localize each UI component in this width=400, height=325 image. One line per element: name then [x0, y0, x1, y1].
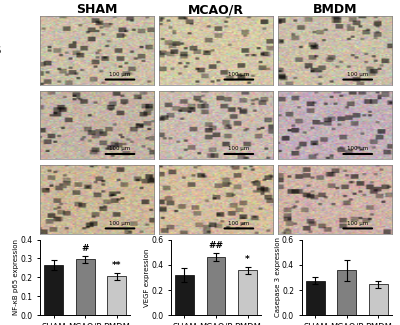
Text: ##: ##	[208, 241, 224, 251]
Text: 100 μm: 100 μm	[228, 221, 250, 226]
Bar	[76, 259, 94, 315]
Text: 100 μm: 100 μm	[347, 146, 368, 151]
Text: 100 μm: 100 μm	[228, 146, 250, 151]
Y-axis label: NF-κB p65 expression: NF-κB p65 expression	[13, 240, 19, 315]
Text: 100 μm: 100 μm	[347, 72, 368, 77]
Y-axis label: Casepase 3: Casepase 3	[0, 195, 1, 204]
Bar	[338, 270, 356, 315]
Bar	[44, 265, 63, 315]
Title: BMDM: BMDM	[313, 3, 357, 16]
Y-axis label: Casepase 3 expression: Casepase 3 expression	[274, 237, 280, 318]
Text: 100 μm: 100 μm	[109, 72, 131, 77]
Title: MCAO/R: MCAO/R	[188, 3, 244, 16]
Text: 100 μm: 100 μm	[109, 146, 131, 151]
Bar	[206, 257, 226, 315]
Y-axis label: NF-κB p65: NF-κB p65	[0, 46, 1, 56]
Bar	[369, 284, 388, 315]
Bar	[306, 280, 325, 315]
Text: **: **	[112, 261, 122, 270]
Y-axis label: VEGF: VEGF	[0, 120, 1, 130]
Title: SHAM: SHAM	[76, 3, 118, 16]
Bar	[107, 277, 126, 315]
Y-axis label: VEGF expression: VEGF expression	[144, 248, 150, 306]
Bar	[175, 275, 194, 315]
Text: 100 μm: 100 μm	[228, 72, 250, 77]
Text: #: #	[81, 244, 89, 253]
Bar	[238, 270, 257, 315]
Text: *: *	[245, 255, 250, 264]
Text: 100 μm: 100 μm	[347, 221, 368, 226]
Text: 100 μm: 100 μm	[109, 221, 131, 226]
